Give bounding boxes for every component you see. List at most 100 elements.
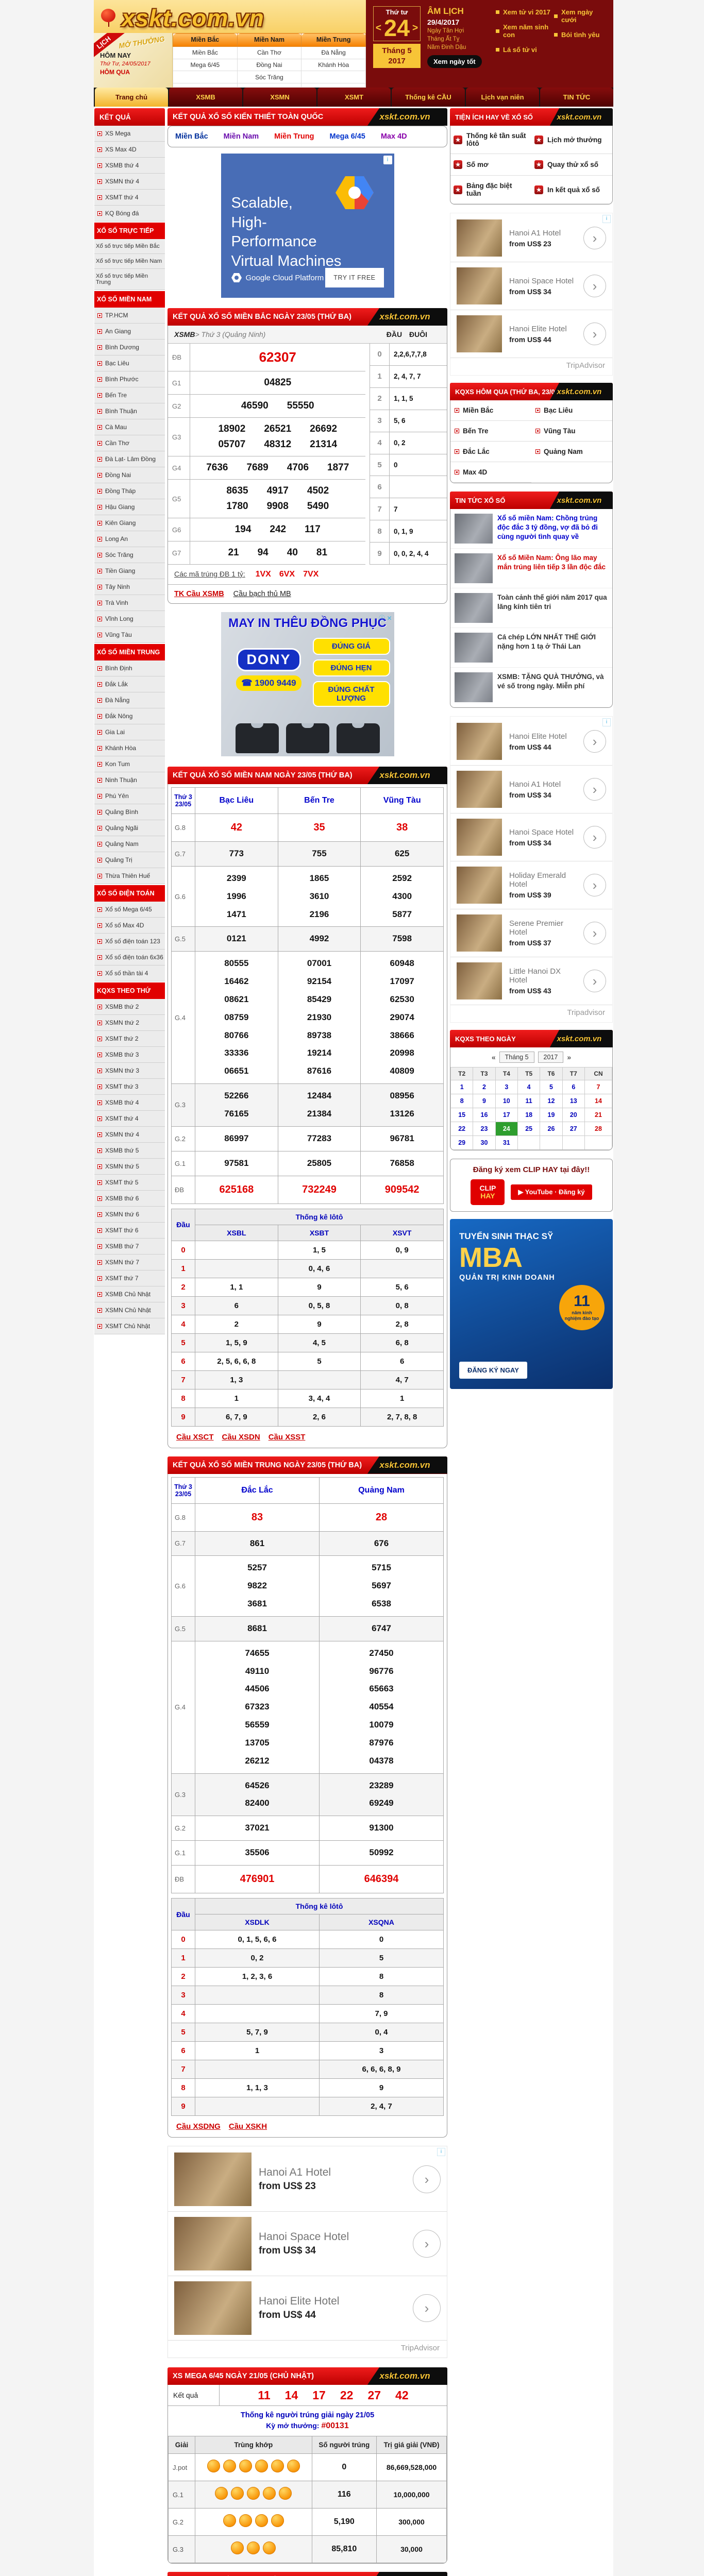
arrow-button[interactable]: › [583, 970, 606, 992]
schedule-cell[interactable]: Miền Bắc [173, 46, 238, 59]
schedule-region-header[interactable]: Miền Nam [237, 33, 302, 47]
calendar-day[interactable]: 18 [517, 1108, 541, 1122]
sidebar-item[interactable]: XSMN thứ 6 [94, 1207, 165, 1223]
stats-col-header[interactable]: XSBT [277, 1224, 361, 1241]
sidebar-item[interactable]: Tây Ninh [94, 579, 165, 595]
news-item[interactable]: Xổ số miền Nam: Chồng trúng độc đắc 3 tỷ… [450, 509, 612, 549]
arrow-button[interactable]: › [583, 730, 606, 753]
sidebar-item[interactable]: XSMB thứ 7 [94, 1239, 165, 1255]
calendar-day[interactable]: 8 [450, 1094, 474, 1108]
sidebar-item[interactable]: Bến Tre [94, 387, 165, 403]
next-month-button[interactable]: » [567, 1053, 572, 1061]
sidebar-item[interactable]: XSMN thứ 2 [94, 1015, 165, 1031]
hotel-ad-item[interactable]: Hanoi Space Hotel from US$ 34 › [168, 2212, 447, 2276]
sidebar-item[interactable]: XSMT thứ 4 [94, 1111, 165, 1127]
sidebar-item[interactable]: XSMB thứ 2 [94, 999, 165, 1015]
calendar-day[interactable]: 11 [517, 1094, 541, 1108]
sidebar-item[interactable]: Xổ số trực tiếp Miền Nam [94, 254, 165, 269]
cau-link[interactable]: Cầu XSKH [228, 2122, 267, 2131]
next-day-arrow[interactable]: > [412, 22, 418, 33]
province-header[interactable]: Quảng Nam [319, 1477, 444, 1504]
sidebar-item[interactable]: Khánh Hòa [94, 740, 165, 756]
arrow-button[interactable]: › [583, 323, 606, 345]
cau-link[interactable]: Cầu XSDN [222, 1432, 260, 1442]
sidebar-item[interactable]: XSMT Chủ Nhật [94, 1318, 165, 1334]
prev-day-arrow[interactable]: < [375, 22, 381, 33]
sidebar-item[interactable]: XSMB thứ 3 [94, 1047, 165, 1063]
calendar-day[interactable]: 13 [562, 1094, 585, 1108]
yesterday-result-link[interactable]: Miền Bắc [450, 400, 531, 421]
sidebar-item[interactable]: Quảng Bình [94, 804, 165, 820]
province-header[interactable]: Bạc Liêu [195, 787, 278, 814]
cau-link[interactable]: Cầu XSCT [176, 1432, 214, 1442]
clip-hay-logo[interactable]: CLIP HAY [471, 1179, 505, 1205]
sidebar-item[interactable]: Trà Vinh [94, 595, 165, 611]
hotel-ad-item[interactable]: Hanoi A1 Hotel from US$ 34 › [450, 766, 612, 814]
schedule-cell[interactable]: Khánh Hòa [301, 58, 366, 72]
calendar-day[interactable]: 24 [495, 1122, 518, 1136]
xsmb-caption-bold[interactable]: XSMB [174, 330, 195, 338]
news-item[interactable]: XSMB: TẶNG QUÀ THƯỞNG, và vé số trong ng… [450, 668, 612, 707]
region-link[interactable]: Max 4D [380, 132, 407, 141]
month-select[interactable]: Tháng 5 [499, 1052, 534, 1063]
sidebar-item[interactable]: Vũng Tàu [94, 627, 165, 643]
nav-tab[interactable]: XSMB [169, 88, 242, 107]
arrow-button[interactable]: › [413, 2230, 441, 2258]
site-logo[interactable]: xskt.com.vn [122, 5, 264, 31]
sidebar-item[interactable]: XSMN thứ 3 [94, 1063, 165, 1079]
schedule-cell[interactable]: Đà Nẵng [301, 46, 366, 59]
sidebar-item[interactable]: Xổ số trực tiếp Miền Trung [94, 269, 165, 290]
sidebar-item[interactable]: Đà Nẵng [94, 692, 165, 708]
youtube-subscribe-button[interactable]: ▶ YouTube · Đăng ký [511, 1184, 592, 1200]
sidebar-item[interactable]: Xổ số điện toán 6x36 [94, 950, 165, 965]
sidebar-item[interactable]: Xổ số Mega 6/45 [94, 902, 165, 918]
ad-info-icon[interactable]: i [602, 215, 611, 223]
yesterday-result-link[interactable]: Bạc Liêu [531, 400, 612, 421]
calendar-day[interactable]: 2 [473, 1080, 496, 1094]
stats-col-header[interactable]: XSQNA [319, 1914, 444, 1930]
arrow-button[interactable]: › [583, 874, 606, 896]
horoscope-link[interactable]: Bói tình yêu [554, 31, 609, 39]
sidebar-item[interactable]: Quảng Nam [94, 836, 165, 852]
register-button[interactable]: ĐĂNG KÝ NGAY [459, 1362, 527, 1379]
cau-link[interactable]: Cầu XSDNG [176, 2122, 221, 2131]
sidebar-item[interactable]: Thừa Thiên Huế [94, 868, 165, 884]
sidebar-item[interactable]: Quảng Ngãi [94, 820, 165, 836]
nav-tab[interactable]: Lịch vạn niên [466, 88, 539, 107]
yesterday-result-link[interactable]: Vũng Tàu [531, 421, 612, 442]
hotel-ad-item[interactable]: Holiday Emerald Hotel from US$ 39 › [450, 861, 612, 909]
calendar-day[interactable]: 5 [540, 1080, 563, 1094]
sidebar-item[interactable]: KQ Bóng đá [94, 206, 165, 222]
region-link[interactable]: Miền Bắc [175, 132, 208, 141]
calendar-day[interactable]: 22 [450, 1122, 474, 1136]
stats-col-header[interactable]: XSVT [360, 1224, 444, 1241]
sidebar-item[interactable]: XSMT thứ 7 [94, 1270, 165, 1286]
mba-ad[interactable]: TUYỂN SINH THẠC SỸ MBA QUẢN TRỊ KINH DOA… [450, 1219, 613, 1389]
schedule-cell[interactable]: Đồng Nai [237, 58, 302, 72]
sidebar-item[interactable]: Ninh Thuận [94, 772, 165, 788]
sidebar-item[interactable]: Xổ số điện toán 123 [94, 934, 165, 950]
news-item[interactable]: Xổ số Miền Nam: Ông lão may mắn trúng li… [450, 549, 612, 588]
arrow-button[interactable]: › [583, 227, 606, 249]
utility-link[interactable]: ★ Bảng đặc biệt tuần [450, 176, 531, 204]
yesterday-result-link[interactable]: Bến Tre [450, 421, 531, 442]
province-header[interactable]: Vũng Tàu [360, 787, 444, 814]
horoscope-link[interactable]: Xem ngày cưới [554, 8, 609, 24]
gcp-ad[interactable]: i Scalable, High- Performance Virtual Ma… [221, 154, 394, 298]
horoscope-link[interactable]: Xem năm sinh con [496, 23, 551, 39]
calendar-day[interactable]: 17 [495, 1108, 518, 1122]
calendar-day[interactable]: 30 [473, 1136, 496, 1150]
year-select[interactable]: 2017 [538, 1052, 564, 1063]
nav-tab[interactable]: XSMN [243, 88, 316, 107]
schedule-cell[interactable]: Sóc Trăng [237, 71, 302, 84]
sidebar-item[interactable]: XSMT thứ 2 [94, 1031, 165, 1047]
yesterday-result-link[interactable]: Đắc Lắc [450, 442, 531, 462]
utility-link[interactable]: ★ Số mơ [450, 154, 531, 176]
news-item[interactable]: Toàn cảnh thế giới năm 2017 qua lăng kín… [450, 588, 612, 628]
sidebar-item[interactable]: Long An [94, 531, 165, 547]
sidebar-item[interactable]: XSMT thứ 4 [94, 190, 165, 206]
cau-bach-thu-link[interactable]: Cầu bạch thủ MB [233, 590, 291, 598]
calendar-day[interactable]: 29 [450, 1136, 474, 1150]
sidebar-item[interactable]: XSMN thứ 7 [94, 1255, 165, 1270]
tk-cau-xsmb-link[interactable]: TK Cầu XSMB [174, 590, 224, 598]
